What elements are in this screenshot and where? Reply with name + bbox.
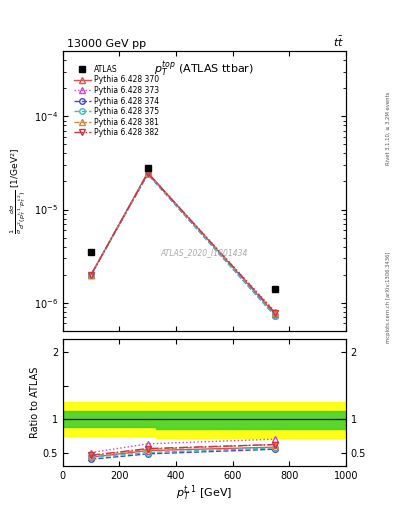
Pythia 6.428 381 (273, 310, 277, 316)
Text: Rivet 3.1.10, ≥ 3.2M events: Rivet 3.1.10, ≥ 3.2M events (386, 91, 391, 165)
Text: mcplots.cern.ch [arXiv:1306.3436]: mcplots.cern.ch [arXiv:1306.3436] (386, 251, 391, 343)
Pythia 6.428 370 (89, 271, 94, 278)
Pythia 6.428 373 (273, 309, 277, 315)
Text: $p_T^{top}$ (ATLAS ttbar): $p_T^{top}$ (ATLAS ttbar) (154, 59, 254, 79)
Pythia 6.428 370 (145, 169, 150, 176)
Pythia 6.428 375 (145, 171, 150, 177)
Pythia 6.428 370 (273, 311, 277, 317)
Pythia 6.428 373 (89, 271, 94, 278)
Pythia 6.428 374 (273, 313, 277, 319)
Pythia 6.428 382 (145, 170, 150, 176)
Line: Pythia 6.428 382: Pythia 6.428 382 (88, 170, 278, 315)
Pythia 6.428 381 (89, 271, 94, 278)
Pythia 6.428 374 (89, 271, 94, 278)
Line: Pythia 6.428 374: Pythia 6.428 374 (88, 172, 278, 319)
Y-axis label: Ratio to ATLAS: Ratio to ATLAS (30, 367, 40, 438)
Pythia 6.428 382 (273, 310, 277, 316)
Line: ATLAS: ATLAS (88, 164, 279, 292)
Text: $t\bar{t}$: $t\bar{t}$ (333, 34, 344, 49)
Legend: ATLAS, Pythia 6.428 370, Pythia 6.428 373, Pythia 6.428 374, Pythia 6.428 375, P: ATLAS, Pythia 6.428 370, Pythia 6.428 37… (72, 63, 160, 139)
Pythia 6.428 374 (145, 171, 150, 177)
Line: Pythia 6.428 373: Pythia 6.428 373 (88, 170, 278, 314)
Pythia 6.428 381 (145, 170, 150, 176)
X-axis label: $p_T^{t,1}$ [GeV]: $p_T^{t,1}$ [GeV] (176, 483, 233, 504)
Pythia 6.428 375 (89, 271, 94, 278)
Line: Pythia 6.428 370: Pythia 6.428 370 (88, 169, 278, 317)
Pythia 6.428 373 (145, 170, 150, 176)
Line: Pythia 6.428 381: Pythia 6.428 381 (88, 170, 278, 315)
Pythia 6.428 382 (89, 271, 94, 278)
ATLAS (145, 165, 150, 171)
Text: 13000 GeV pp: 13000 GeV pp (67, 38, 146, 49)
ATLAS (273, 286, 277, 292)
Pythia 6.428 375 (273, 313, 277, 319)
Text: ATLAS_2020_I1801434: ATLAS_2020_I1801434 (161, 248, 248, 257)
Line: Pythia 6.428 375: Pythia 6.428 375 (88, 172, 278, 319)
ATLAS (89, 249, 94, 255)
Text: $\frac{1}{\sigma}\frac{d\sigma}{d^2(p_T^{t,1}\!\cdot\! p_T^{t,2})}$ [1/GeV$^2$]: $\frac{1}{\sigma}\frac{d\sigma}{d^2(p_T^… (8, 148, 28, 234)
